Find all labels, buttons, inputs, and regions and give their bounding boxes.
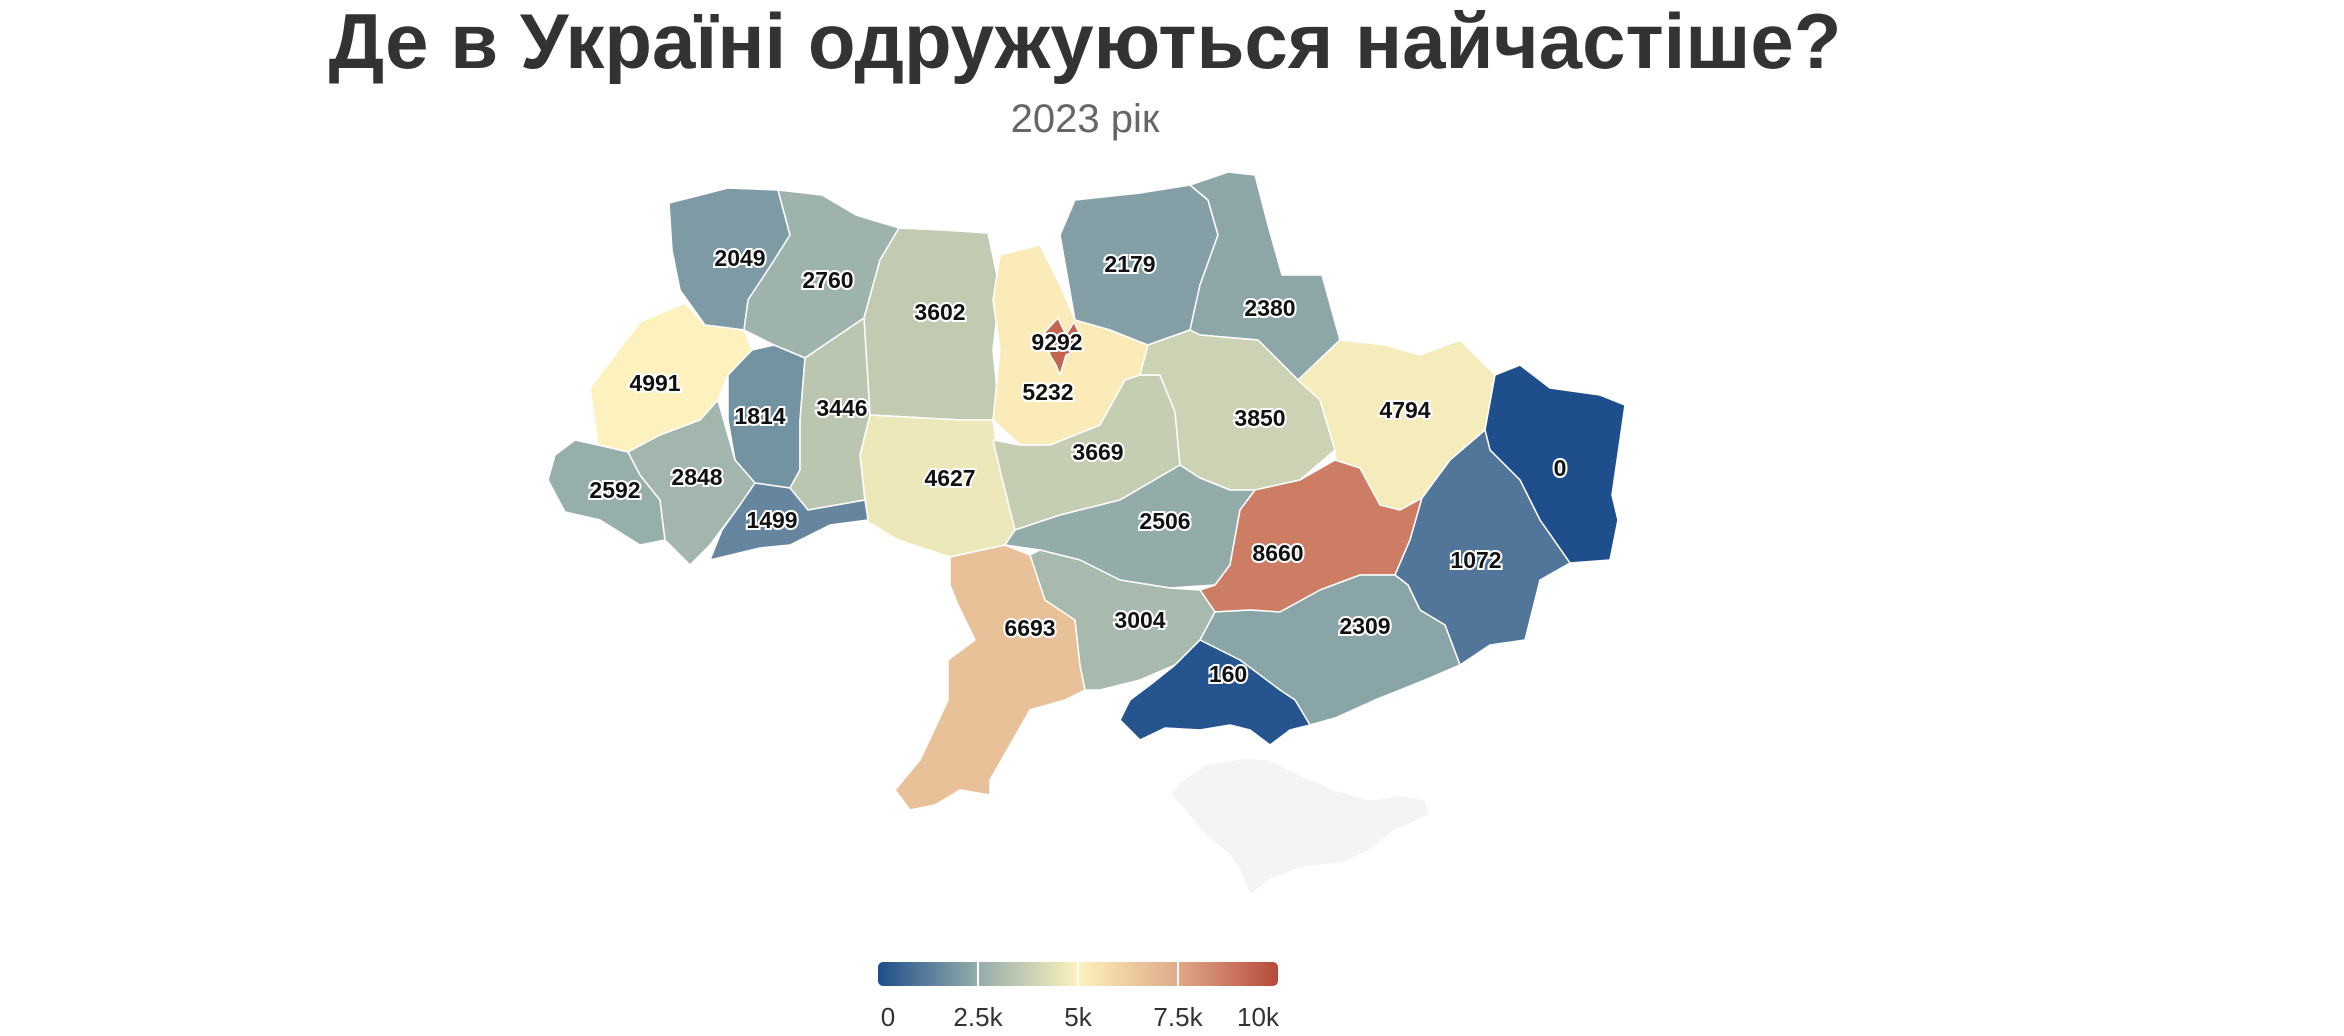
region-label-odesa: 6693 <box>1004 615 1055 641</box>
region-label-luhansk: 0 <box>1554 455 1567 481</box>
region-label-zhytomyr: 3602 <box>914 299 965 325</box>
region-value-labels: 2049 2760 3602 5232 9292 2179 2380 4991 1814 3446… <box>587 243 1568 689</box>
region-kyiv-city[interactable] <box>1044 317 1081 376</box>
colorbar-tick-label: 2.5k <box>953 1002 1003 1032</box>
map-subtitle: 2023 рік <box>1011 97 1160 141</box>
region-crimea <box>1169 757 1431 896</box>
region-label-zakarpattia: 2592 <box>589 477 640 503</box>
region-kherson[interactable] <box>1119 639 1311 746</box>
region-label-mykolaiv: 3004 <box>1114 607 1165 633</box>
region-label-kyiv-city: 9292 <box>1031 329 1082 355</box>
ukraine-map <box>547 171 1626 896</box>
region-label-zaporizhzhia: 2309 <box>1339 613 1390 639</box>
region-label-kharkiv: 4794 <box>1379 397 1430 423</box>
region-label-vinnytsia: 4627 <box>924 465 975 491</box>
region-label-kherson: 160 <box>1209 661 1247 687</box>
region-label-chernivtsi: 1499 <box>746 507 797 533</box>
region-label-rivne: 2760 <box>802 267 853 293</box>
region-label-cherkasy: 3669 <box>1072 439 1123 465</box>
region-chernivtsi[interactable] <box>709 482 869 561</box>
region-label-dnipropetrovsk: 8660 <box>1252 540 1303 566</box>
region-label-kyiv-oblast: 5232 <box>1022 379 1073 405</box>
region-label-ternopil: 1814 <box>734 403 785 429</box>
region-label-lviv: 4991 <box>629 370 680 396</box>
region-label-sumy: 2380 <box>1244 295 1295 321</box>
colorbar-tick-label: 7.5k <box>1153 1002 1203 1032</box>
region-label-khmelnytskyi: 3446 <box>816 395 867 421</box>
colorbar-legend: 0 2.5k 5k 7.5k 10k <box>878 962 1280 1032</box>
colorbar-tick-label: 5k <box>1064 1002 1092 1032</box>
region-label-ivano-frankivsk: 2848 <box>671 464 722 490</box>
region-label-chernihiv: 2179 <box>1104 251 1155 277</box>
region-label-poltava: 3850 <box>1234 405 1285 431</box>
region-label-donetsk: 1072 <box>1450 547 1501 573</box>
colorbar-tick-label: 10k <box>1237 1002 1280 1032</box>
region-label-kirovohrad: 2506 <box>1139 508 1190 534</box>
colorbar-ticks: 0 2.5k 5k 7.5k 10k <box>881 962 1280 1032</box>
colorbar-tick-label: 0 <box>881 1002 895 1032</box>
map-title: Де в Україні одружуються найчастіше? <box>329 0 1842 85</box>
region-label-volyn: 2049 <box>714 245 765 271</box>
